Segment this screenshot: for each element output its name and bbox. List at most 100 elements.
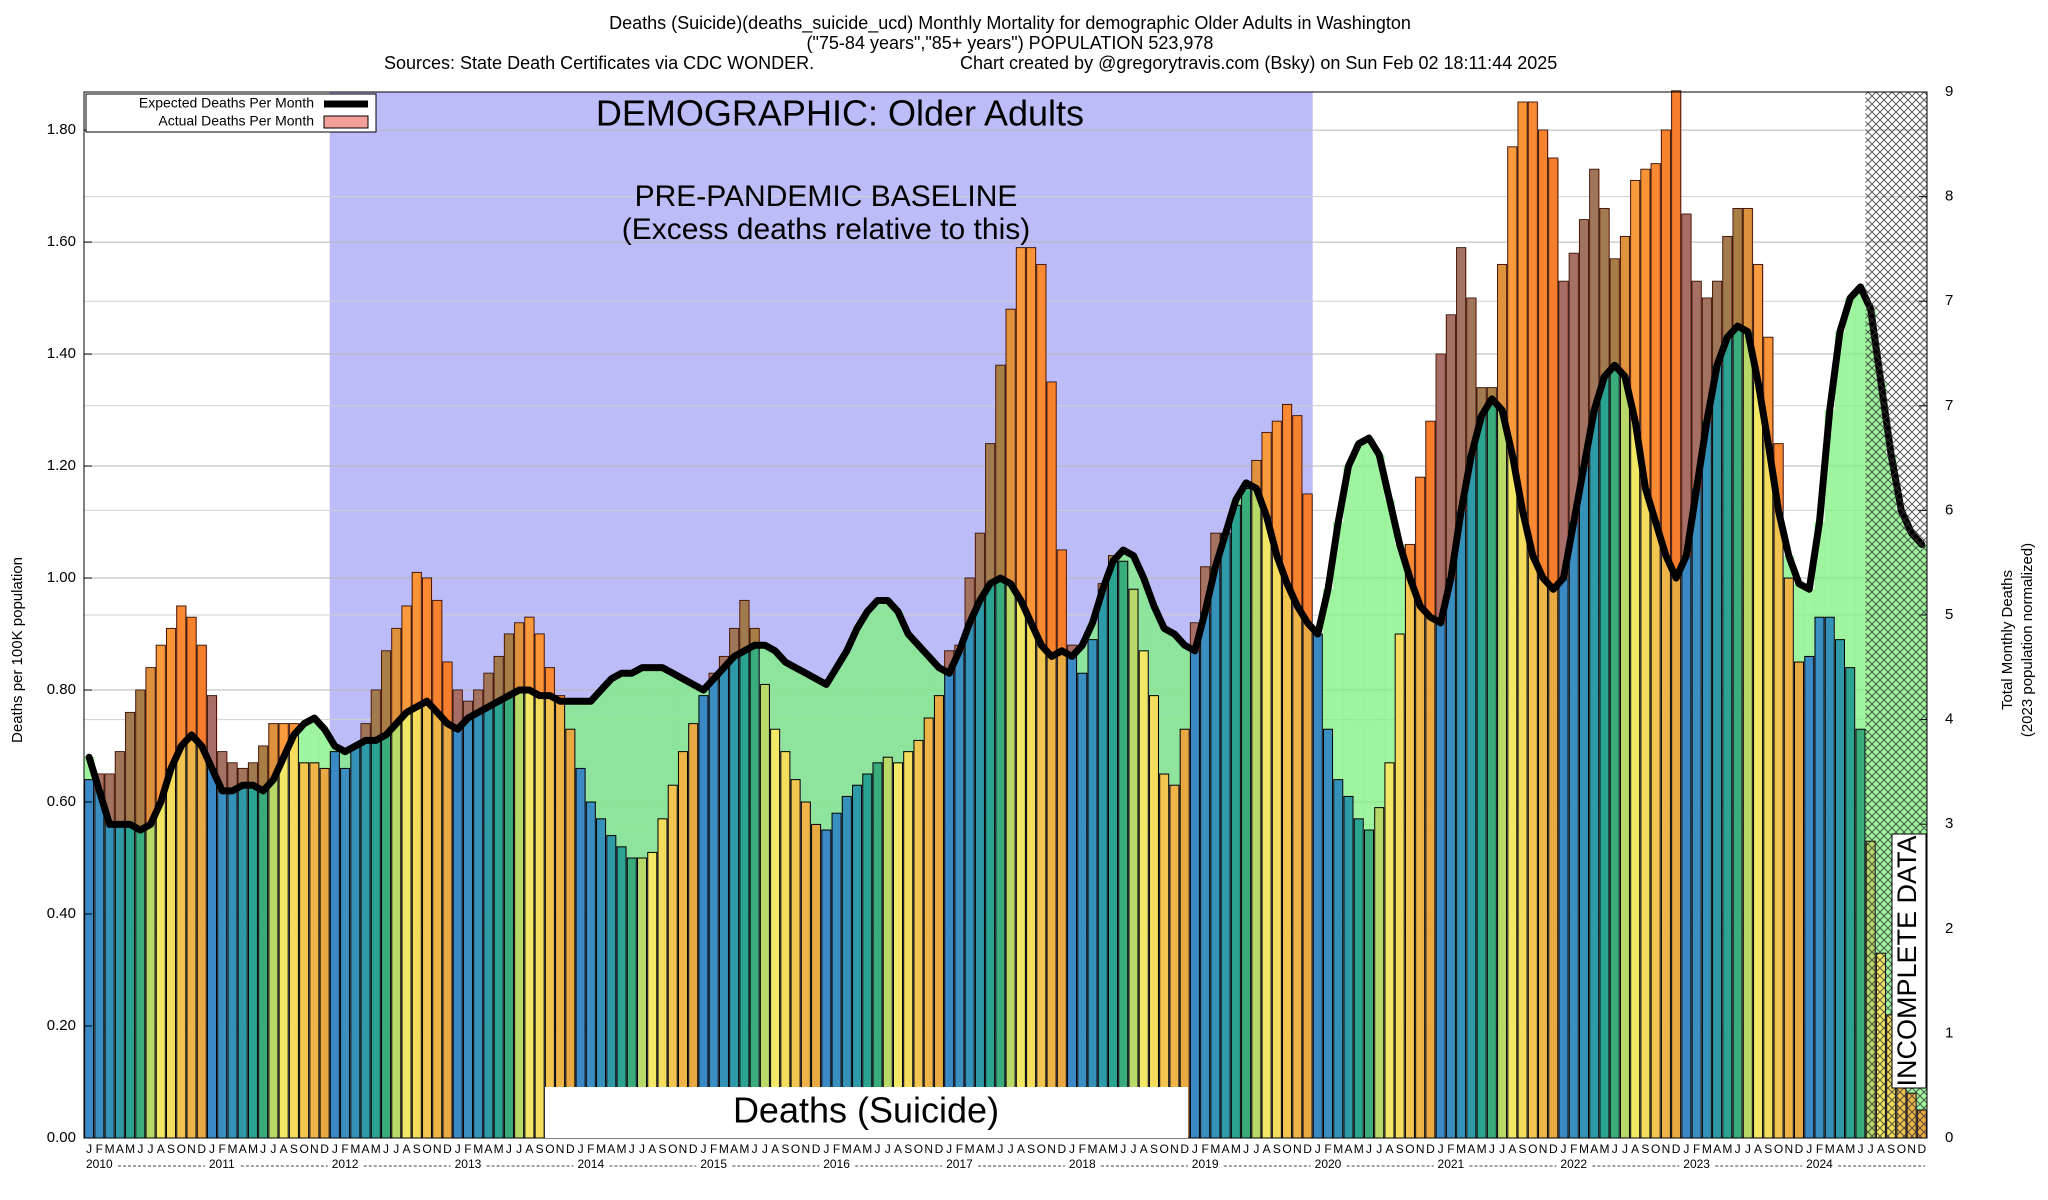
x-month-label: J bbox=[700, 1142, 706, 1156]
bar bbox=[360, 723, 371, 1139]
x-month-label: D bbox=[1303, 1142, 1312, 1156]
x-month-label: A bbox=[1754, 1142, 1762, 1156]
x-month-label: F bbox=[1570, 1142, 1577, 1156]
bar bbox=[1824, 616, 1835, 1139]
deficit-area bbox=[575, 701, 587, 769]
deficit-area bbox=[309, 718, 320, 763]
excess-bar-part bbox=[197, 645, 207, 747]
x-month-label: A bbox=[484, 1142, 492, 1156]
deficit-area bbox=[841, 650, 853, 797]
bar bbox=[892, 762, 904, 1139]
deficit-area bbox=[810, 678, 822, 825]
x-month-label: N bbox=[1047, 1142, 1056, 1156]
x-month-label: J bbox=[86, 1142, 92, 1156]
bar bbox=[1476, 387, 1487, 1139]
x-month-label: M bbox=[1333, 1142, 1343, 1156]
excess-bar-part bbox=[524, 617, 534, 691]
deficit-area bbox=[1077, 645, 1088, 674]
excess-bar-part bbox=[186, 617, 197, 735]
x-month-label: O bbox=[177, 1142, 186, 1156]
bar bbox=[340, 767, 351, 1139]
x-month-label: D bbox=[443, 1142, 452, 1156]
bar bbox=[473, 689, 484, 1139]
x-month-label: A bbox=[362, 1142, 370, 1156]
x-month-label: J bbox=[1622, 1142, 1628, 1156]
x-month-label: F bbox=[219, 1142, 226, 1156]
bar bbox=[1230, 504, 1241, 1139]
excess-bar-part bbox=[105, 774, 115, 825]
excess-bar-part bbox=[750, 628, 760, 646]
bar bbox=[974, 532, 985, 1139]
x-month-label: A bbox=[280, 1142, 288, 1156]
x-month-label: F bbox=[956, 1142, 963, 1156]
bar bbox=[462, 700, 473, 1139]
bar bbox=[483, 672, 494, 1139]
excess-bar-part bbox=[1456, 247, 1466, 511]
deficit-area bbox=[319, 729, 331, 769]
bar bbox=[1159, 773, 1170, 1139]
excess-bar-part bbox=[391, 628, 401, 724]
y-tick-label: 0.80 bbox=[47, 681, 76, 698]
excess-bar-part bbox=[1743, 208, 1753, 332]
chart-subtitle: ("75-84 years","85+ years") POPULATION 5… bbox=[807, 33, 1214, 53]
bar bbox=[1722, 235, 1733, 1139]
x-month-label: J bbox=[875, 1142, 881, 1156]
x-month-label: N bbox=[924, 1142, 933, 1156]
bar bbox=[1312, 633, 1323, 1139]
x-month-label: J bbox=[578, 1142, 584, 1156]
x-year-label: 2013 bbox=[455, 1157, 482, 1171]
x-month-label: J bbox=[1315, 1142, 1321, 1156]
y-tick-label: 0.40 bbox=[47, 905, 76, 922]
excess-bar-part bbox=[1067, 645, 1077, 657]
x-month-label: A bbox=[1836, 1142, 1844, 1156]
bar bbox=[1333, 779, 1344, 1139]
bar bbox=[1486, 387, 1497, 1139]
bar bbox=[944, 650, 955, 1139]
excess-bar-part bbox=[1190, 622, 1200, 651]
x-month-label: S bbox=[904, 1142, 912, 1156]
x-month-label: N bbox=[1662, 1142, 1671, 1156]
bar bbox=[862, 773, 873, 1139]
x-month-label: A bbox=[1877, 1142, 1885, 1156]
excess-bar-part bbox=[1026, 247, 1036, 623]
bar bbox=[964, 577, 975, 1139]
x-month-label: F bbox=[1816, 1142, 1823, 1156]
deficit-area bbox=[688, 684, 699, 724]
bar bbox=[1609, 258, 1620, 1139]
x-month-label: J bbox=[997, 1142, 1003, 1156]
deficit-area bbox=[1353, 443, 1365, 819]
deficit-area bbox=[821, 684, 832, 831]
excess-bar-part bbox=[412, 572, 422, 707]
bar bbox=[1200, 566, 1211, 1139]
y2-tick-label: 6 bbox=[1945, 501, 1953, 518]
x-month-label: M bbox=[248, 1142, 258, 1156]
x-month-label: S bbox=[1396, 1142, 1404, 1156]
x-month-label: N bbox=[1907, 1142, 1916, 1156]
excess-bar-part bbox=[1477, 387, 1487, 416]
x-month-label: J bbox=[260, 1142, 266, 1156]
excess-bar-part bbox=[1763, 337, 1773, 444]
excess-bar-part bbox=[1405, 544, 1415, 579]
excess-bar-part bbox=[166, 628, 176, 769]
excess-bar-part bbox=[1415, 477, 1425, 607]
x-month-label: N bbox=[802, 1142, 811, 1156]
y2-tick-label: 0 bbox=[1945, 1129, 1953, 1146]
bar bbox=[565, 728, 576, 1139]
bar bbox=[1118, 560, 1129, 1139]
excess-bar-part bbox=[1640, 169, 1650, 489]
x-month-label: F bbox=[1447, 1142, 1454, 1156]
bar bbox=[288, 723, 299, 1139]
excess-bar-part bbox=[739, 600, 749, 651]
x-year-label: 2012 bbox=[332, 1157, 359, 1171]
deficit-area bbox=[677, 678, 689, 752]
x-month-label: D bbox=[320, 1142, 329, 1156]
excess-bar-part bbox=[1661, 130, 1671, 556]
x-month-label: M bbox=[1579, 1142, 1589, 1156]
annotation: DEMOGRAPHIC: Older Adults bbox=[596, 93, 1084, 134]
deficit-area bbox=[872, 600, 883, 763]
x-year-label: 2014 bbox=[577, 1157, 604, 1171]
bar bbox=[749, 627, 760, 1139]
x-year-label: 2015 bbox=[700, 1157, 727, 1171]
x-month-label: M bbox=[985, 1142, 995, 1156]
deficit-area bbox=[667, 673, 679, 786]
